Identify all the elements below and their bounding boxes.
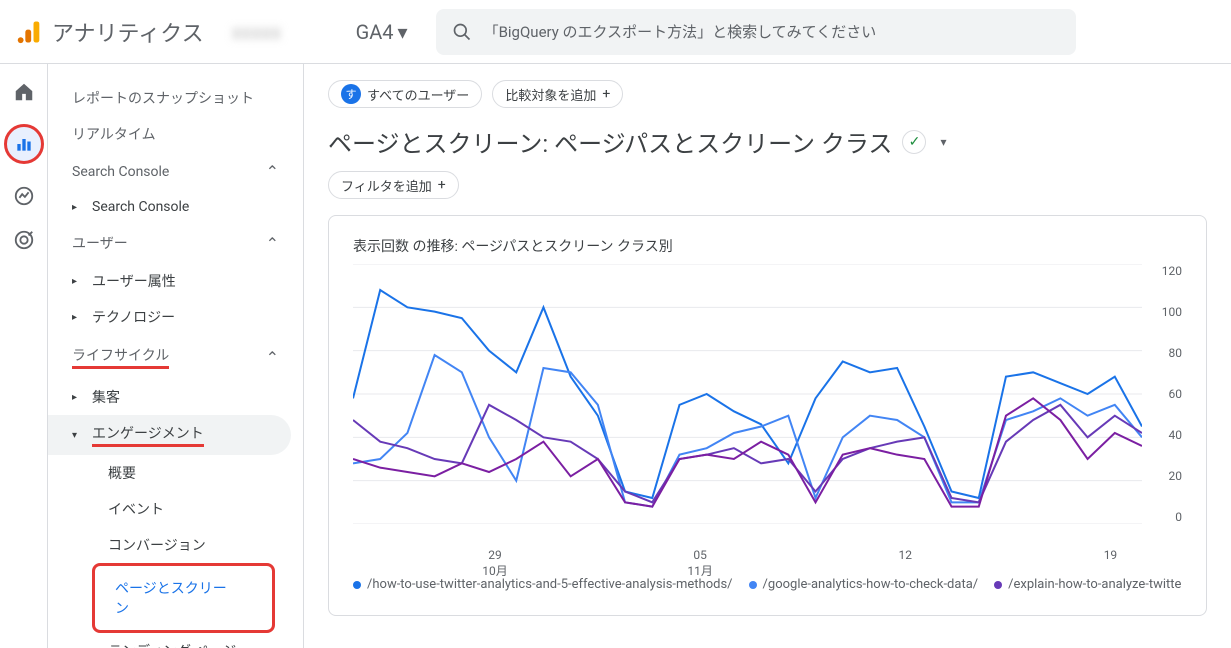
sidebar-report-snapshot[interactable]: レポートのスナップショット (48, 80, 303, 116)
sidebar-item-events[interactable]: イベント (48, 491, 303, 527)
page-title-row: ページとスクリーン: ページパスとスクリーン クラス ✓ ▾ (328, 124, 1207, 159)
chart-legend: /how-to-use-twitter-analytics-and-5-effe… (353, 574, 1182, 595)
content-area: すべてのユーザー 比較対象を追加+ ページとスクリーン: ページパスとスクリーン… (304, 64, 1231, 648)
search-icon (452, 22, 472, 42)
chip-row: すべてのユーザー 比較対象を追加+ (328, 80, 1207, 108)
check-badge-icon[interactable]: ✓ (902, 130, 926, 154)
sidebar-item-acquisition[interactable]: ▸集客 (48, 379, 303, 415)
chart-title: 表示回数 の推移: ページパスとスクリーン クラス別 (353, 236, 1182, 256)
chip-add-compare[interactable]: 比較対象を追加+ (492, 80, 623, 108)
sidebar-section-search-console[interactable]: Search Console⌃ (48, 152, 303, 191)
caret-right-icon: ▸ (72, 312, 80, 323)
line-chart (353, 264, 1142, 524)
sidebar-item-pages-screens[interactable]: ページとスクリーン (115, 570, 252, 626)
property-selector[interactable]: xxxxx GA4 ▾ (220, 20, 420, 44)
highlighted-box: ページとスクリーン (92, 563, 275, 633)
plus-icon: + (602, 86, 610, 102)
nav-rail (0, 64, 48, 648)
home-icon[interactable] (12, 80, 36, 104)
search-bar[interactable]: 「BigQuery のエクスポート方法」と検索してみてください (436, 9, 1076, 55)
sidebar-realtime[interactable]: リアルタイム (48, 116, 303, 152)
chevron-up-icon: ⌃ (266, 162, 279, 181)
chevron-up-icon: ⌃ (266, 234, 279, 253)
app-title: アナリティクス (52, 16, 204, 48)
y-axis: 120100806040200 (1146, 264, 1182, 524)
sidebar-item-user-attr[interactable]: ▸ユーザー属性 (48, 263, 303, 299)
chevron-up-icon: ⌃ (266, 348, 279, 367)
redacted-property: xxxxx (232, 20, 352, 44)
app-header: アナリティクス xxxxx GA4 ▾ 「BigQuery のエクスポート方法」… (0, 0, 1231, 64)
sidebar-item-conversions[interactable]: コンバージョン (48, 527, 303, 563)
filter-row: フィルタを追加+ (328, 171, 1207, 199)
main-area: レポートのスナップショット リアルタイム Search Console⌃ ▸Se… (0, 64, 1231, 648)
sidebar-item-engagement[interactable]: ▾エンゲージメント (48, 415, 291, 455)
logo-area: アナリティクス (16, 16, 204, 48)
sidebar-section-lifecycle[interactable]: ライフサイクル⌃ (48, 335, 303, 379)
explore-icon[interactable] (12, 184, 36, 208)
caret-down-icon: ▾ (72, 430, 80, 441)
sidebar-section-user[interactable]: ユーザー⌃ (48, 223, 303, 263)
sidebar-item-technology[interactable]: ▸テクノロジー (48, 299, 303, 335)
search-placeholder: 「BigQuery のエクスポート方法」と検索してみてください (484, 21, 877, 42)
plus-icon: + (438, 177, 446, 193)
sidebar-item-landing[interactable]: ランディング ページ (48, 633, 303, 648)
caret-right-icon: ▸ (72, 202, 80, 213)
chevron-down-icon: ▾ (398, 20, 408, 44)
legend-item[interactable]: /how-to-use-twitter-analytics-and-5-effe… (353, 577, 733, 592)
sidebar-item-overview[interactable]: 概要 (48, 455, 303, 491)
sidebar-item-search-console[interactable]: ▸Search Console (48, 191, 303, 223)
caret-right-icon: ▸ (72, 392, 80, 403)
analytics-logo-icon (16, 18, 44, 46)
legend-item[interactable]: /explain-how-to-analyze-twitter/ (994, 577, 1182, 592)
chip-all-users[interactable]: すべてのユーザー (328, 80, 482, 108)
property-label: GA4 (356, 20, 394, 44)
caret-right-icon: ▸ (72, 276, 80, 287)
sidebar: レポートのスナップショット リアルタイム Search Console⌃ ▸Se… (48, 64, 304, 648)
dropdown-caret-icon[interactable]: ▾ (936, 131, 950, 153)
legend-item[interactable]: /google-analytics-how-to-check-data/ (749, 577, 979, 592)
page-title: ページとスクリーン: ページパスとスクリーン クラス (328, 124, 892, 159)
chart-wrap: 120100806040200 2910月0511月1219 (353, 264, 1182, 564)
chart-card: 表示回数 の推移: ページパスとスクリーン クラス別 1201008060402… (328, 215, 1207, 616)
advertising-icon[interactable] (12, 228, 36, 252)
chip-add-filter[interactable]: フィルタを追加+ (328, 171, 459, 199)
reports-icon[interactable] (4, 124, 44, 164)
